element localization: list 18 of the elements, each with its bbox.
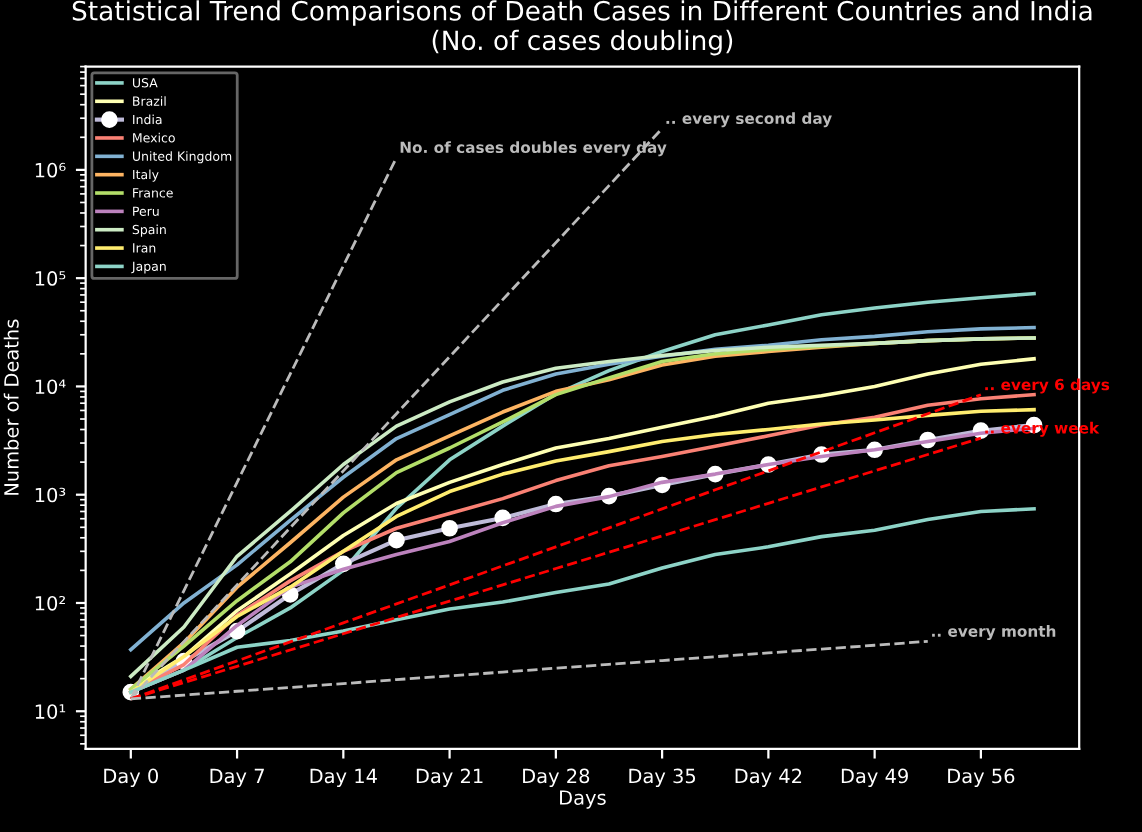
x-tick-label: Day 56 [948,768,1015,788]
x-tick-label: Day 21 [416,768,483,788]
x-tick-label: Day 49 [841,768,908,788]
x-tick-label: Day 35 [629,768,696,788]
y-axis-title: Number of Deaths [3,319,19,495]
y-tick-label: 10⁶ [35,162,66,178]
x-tick-label: Day 0 [104,768,158,788]
y-tick-label: 10⁴ [35,379,66,395]
chart-title: Statistical Trend Comparisons of Death Cases in Different Countries and India (No. of cases doubling) [72,0,1092,56]
x-tick-label: Day 14 [310,768,377,788]
x-axis-title: Days [560,790,606,809]
y-tick-label: 10¹ [35,704,66,719]
y-tick-label: 10³ [35,487,66,503]
y-tick-label: 10² [35,595,65,611]
x-tick-label: Day 28 [523,768,590,788]
y-tick-label: 10⁵ [35,271,66,286]
x-tick-label: Day 7 [210,768,264,788]
x-tick-label: Day 42 [735,768,802,788]
